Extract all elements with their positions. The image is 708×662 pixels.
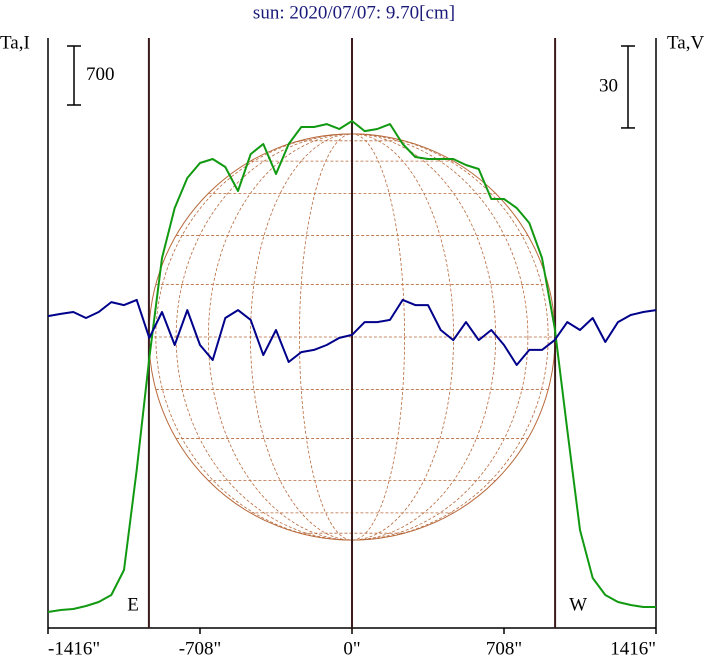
limb-label: W bbox=[569, 594, 587, 615]
x-tick-label: 1416" bbox=[610, 638, 656, 659]
v-scale-bar-label: 30 bbox=[599, 75, 618, 96]
x-tick-label: -1416" bbox=[48, 638, 100, 659]
x-tick-label: -708" bbox=[179, 638, 222, 659]
limb-label: E bbox=[127, 594, 139, 615]
series-line bbox=[47, 298, 657, 366]
series-line bbox=[47, 120, 656, 613]
i-scale-bar-label: 700 bbox=[86, 64, 115, 85]
x-tick-label: 0" bbox=[343, 638, 360, 659]
y-axis-label: Ta,I bbox=[0, 32, 30, 53]
x-tick-label: 708" bbox=[486, 638, 522, 659]
chart-title: sun: 2020/07/07: 9.70[cm] bbox=[253, 2, 455, 23]
y2-axis-label: Ta,V bbox=[667, 32, 704, 53]
